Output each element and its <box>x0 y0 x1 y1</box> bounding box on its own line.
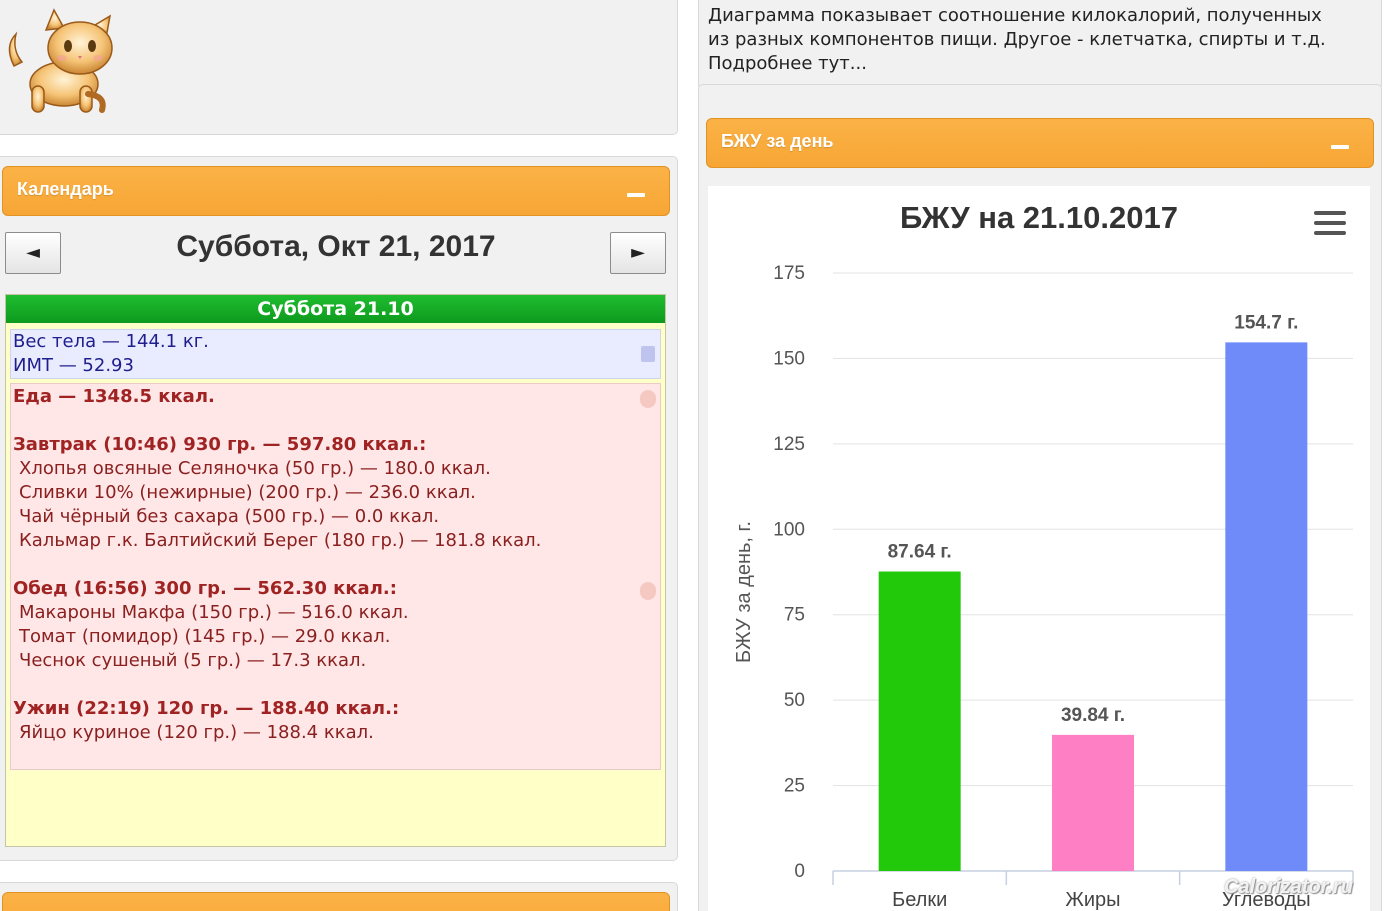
weight-block[interactable]: Вес тела — 144.1 кг. ИМТ — 52.93 <box>10 329 661 379</box>
y-tick-label: 175 <box>773 263 805 284</box>
watermark: Calorizator.ru <box>1224 876 1353 898</box>
next-panel-header[interactable] <box>2 892 670 911</box>
day-header: Суббота 21.10 <box>6 295 665 323</box>
bju-chart-card: БЖУ на 21.10.2017 0 25 50 75 100 125 150 175 87.… <box>708 186 1370 911</box>
apple-icon[interactable] <box>640 390 656 408</box>
weight-line: Вес тела — 144.1 кг. <box>13 331 209 352</box>
bmi-line: ИМТ — 52.93 <box>13 355 134 376</box>
chart-description: Диаграмма показывает соотношение килокал… <box>708 5 1326 74</box>
meal-item: Хлопья овсяные Селяночка (50 гр.) — 180.… <box>19 458 491 479</box>
data-label: 39.84 г. <box>1061 705 1125 726</box>
calendar-header[interactable]: Календарь <box>2 166 670 216</box>
y-tick-label: 100 <box>773 519 805 540</box>
meal-header[interactable]: Завтрак (10:46) 930 гр. — 597.80 ккал.: <box>13 434 427 455</box>
hamburger-menu-icon[interactable] <box>1314 211 1346 237</box>
y-tick-label: 125 <box>773 434 805 455</box>
meal-item: Чеснок сушеный (5 гр.) — 17.3 ккал. <box>19 650 367 671</box>
bar <box>878 571 961 871</box>
meal-item: Томат (помидор) (145 гр.) — 29.0 ккал. <box>19 626 391 647</box>
meal-item: Яйцо куриное (120 гр.) — 188.4 ккал. <box>19 722 374 743</box>
calendar-date-label: Суббота, Окт 21, 2017 <box>176 230 496 263</box>
scale-icon[interactable] <box>641 346 655 362</box>
top-left-panel <box>0 0 678 135</box>
cat-mascot-icon <box>8 8 113 113</box>
next-day-button[interactable]: ► <box>610 232 666 274</box>
y-tick-label: 0 <box>794 861 805 882</box>
collapse-icon[interactable] <box>627 193 645 197</box>
meal-header[interactable]: Обед (16:56) 300 гр. — 562.30 ккал.: <box>13 578 397 599</box>
bju-title: БЖУ за день <box>721 131 834 151</box>
x-tick-label: Белки <box>892 889 947 911</box>
bju-bar-chart: 0 25 50 75 100 125 150 175 87.64 г. Белки 39.84 г.… <box>733 263 1354 911</box>
day-entry: Суббота 21.10 Вес тела — 144.1 кг. ИМТ —… <box>5 294 666 847</box>
chart-title: БЖУ на 21.10.2017 <box>900 200 1178 235</box>
food-total: Еда — 1348.5 ккал. <box>13 386 215 407</box>
bju-header[interactable]: БЖУ за день <box>706 118 1374 168</box>
prev-day-button[interactable]: ◄ <box>5 232 61 274</box>
collapse-icon[interactable] <box>1331 145 1349 149</box>
bar <box>1225 342 1308 871</box>
y-tick-label: 75 <box>784 605 805 626</box>
y-tick-label: 150 <box>773 348 805 369</box>
meal-item: Чай чёрный без сахара (500 гр.) — 0.0 кк… <box>19 506 440 527</box>
meal-item: Сливки 10% (нежирные) (200 гр.) — 236.0 … <box>19 482 476 503</box>
calendar-title: Календарь <box>17 179 114 199</box>
x-tick-label: Углеводы <box>1222 889 1311 911</box>
y-tick-label: 25 <box>784 776 805 797</box>
food-block: Еда — 1348.5 ккал. Завтрак (10:46) 930 г… <box>10 383 661 770</box>
y-axis-label: БЖУ за день, г. <box>733 521 755 663</box>
data-label: 154.7 г. <box>1234 312 1298 333</box>
bar <box>1052 734 1134 871</box>
data-label: 87.64 г. <box>888 542 952 563</box>
y-tick-label: 50 <box>784 690 805 711</box>
meal-item: Кальмар г.к. Балтийский Берег (180 гр.) … <box>19 530 542 551</box>
description-panel <box>698 0 1382 90</box>
meal-item: Макароны Макфа (150 гр.) — 516.0 ккал. <box>19 602 409 623</box>
x-tick-label: Жиры <box>1065 889 1120 911</box>
apple-icon[interactable] <box>640 582 656 600</box>
meal-header[interactable]: Ужин (22:19) 120 гр. — 188.40 ккал.: <box>13 698 400 719</box>
